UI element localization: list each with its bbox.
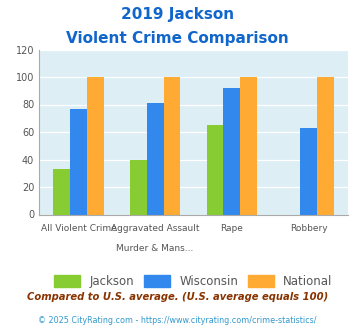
Legend: Jackson, Wisconsin, National: Jackson, Wisconsin, National xyxy=(50,270,337,292)
Text: Murder & Mans...: Murder & Mans... xyxy=(116,244,194,253)
Bar xyxy=(240,77,257,214)
Text: Aggravated Assault: Aggravated Assault xyxy=(111,224,200,233)
Bar xyxy=(223,88,240,214)
Bar xyxy=(300,128,317,214)
Bar xyxy=(53,169,70,214)
Bar xyxy=(130,159,147,214)
Text: Robbery: Robbery xyxy=(290,224,327,233)
Text: Rape: Rape xyxy=(220,224,243,233)
Bar xyxy=(87,77,104,214)
Bar xyxy=(147,103,164,214)
Bar xyxy=(164,77,180,214)
Bar xyxy=(317,77,334,214)
Text: Violent Crime Comparison: Violent Crime Comparison xyxy=(66,31,289,46)
Text: © 2025 CityRating.com - https://www.cityrating.com/crime-statistics/: © 2025 CityRating.com - https://www.city… xyxy=(38,316,317,325)
Text: Compared to U.S. average. (U.S. average equals 100): Compared to U.S. average. (U.S. average … xyxy=(27,292,328,302)
Bar xyxy=(207,125,223,214)
Text: 2019 Jackson: 2019 Jackson xyxy=(121,7,234,21)
Bar xyxy=(70,109,87,214)
Text: All Violent Crime: All Violent Crime xyxy=(40,224,116,233)
